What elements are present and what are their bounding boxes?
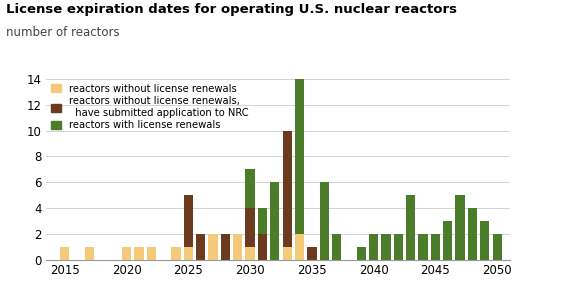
Bar (357, 247, 366, 260)
Bar (419, 234, 428, 260)
Bar (258, 234, 267, 260)
Bar (85, 247, 94, 260)
Bar (456, 195, 465, 260)
Text: number of reactors: number of reactors (6, 26, 119, 39)
Bar (283, 131, 292, 247)
Bar (134, 247, 144, 260)
Bar (320, 182, 329, 260)
Bar (196, 234, 206, 260)
Bar (270, 182, 280, 260)
Bar (468, 208, 477, 260)
Bar (295, 66, 304, 234)
Bar (258, 208, 267, 234)
Bar (406, 195, 415, 260)
Bar (208, 234, 218, 260)
Legend: reactors without license renewals, reactors without license renewals,
  have sub: reactors without license renewals, react… (52, 84, 249, 131)
Bar (382, 234, 391, 260)
Bar (184, 247, 193, 260)
Bar (171, 247, 181, 260)
Bar (307, 247, 317, 260)
Bar (493, 234, 502, 260)
Bar (245, 169, 255, 208)
Bar (60, 247, 69, 260)
Bar (146, 247, 156, 260)
Bar (332, 234, 341, 260)
Bar (221, 234, 230, 260)
Bar (480, 221, 489, 260)
Bar (394, 234, 403, 260)
Bar (245, 247, 255, 260)
Text: License expiration dates for operating U.S. nuclear reactors: License expiration dates for operating U… (6, 3, 457, 16)
Bar (233, 234, 243, 260)
Bar (369, 234, 378, 260)
Bar (184, 195, 193, 247)
Bar (283, 247, 292, 260)
Bar (431, 234, 440, 260)
Bar (443, 221, 452, 260)
Bar (122, 247, 131, 260)
Bar (245, 208, 255, 247)
Bar (295, 234, 304, 260)
